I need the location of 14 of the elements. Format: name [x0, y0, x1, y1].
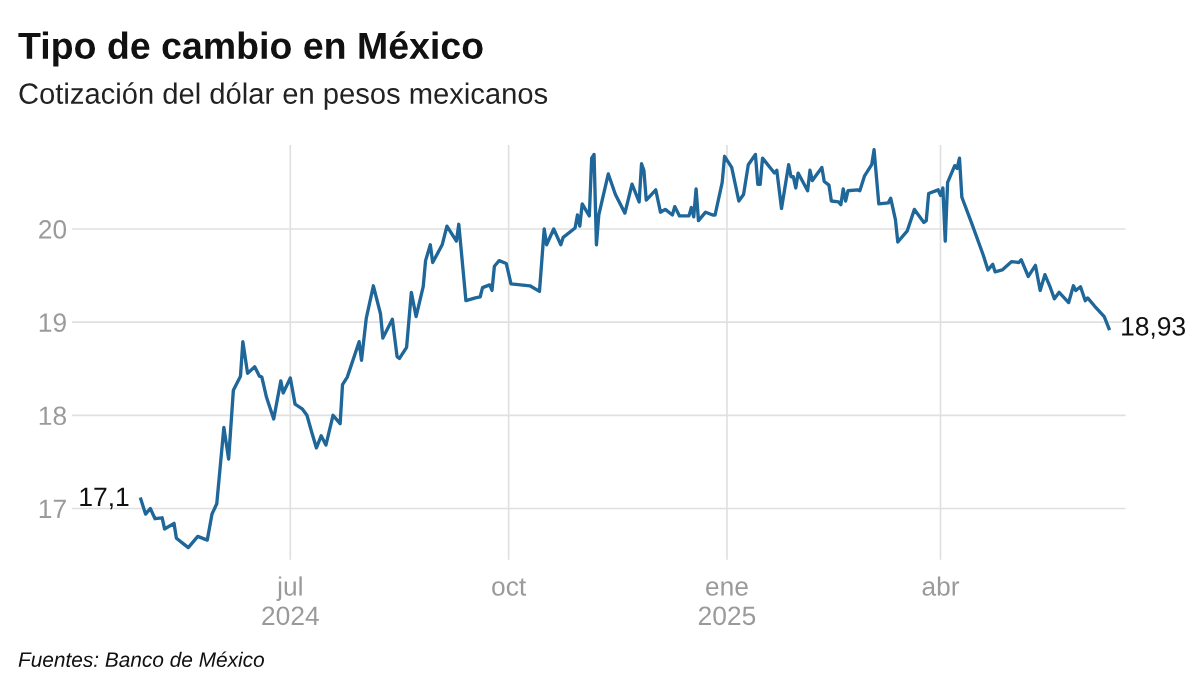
- y-tick-label: 20: [39, 220, 67, 239]
- y-tick-label: 18: [39, 406, 66, 426]
- x-tick-label: oct: [492, 578, 527, 596]
- line-series: [139, 148, 1111, 550]
- chart-subtitle: Cotización del dólar en pesos mexicanos: [19, 82, 548, 110]
- annotation: 18,93: [1122, 317, 1185, 339]
- x-tick-label: jul 2024: [262, 576, 319, 626]
- x-tick-label: ene 2025: [698, 581, 756, 626]
- annotation: 17,1: [80, 487, 129, 510]
- chart-title: Tipo de cambio en México: [18, 31, 483, 67]
- y-tick-label: 17: [39, 499, 66, 519]
- x-tick-label: abr: [922, 576, 960, 596]
- source-note: Fuentes: Banco de México: [18, 651, 264, 668]
- y-tick-label: 19: [39, 313, 66, 332]
